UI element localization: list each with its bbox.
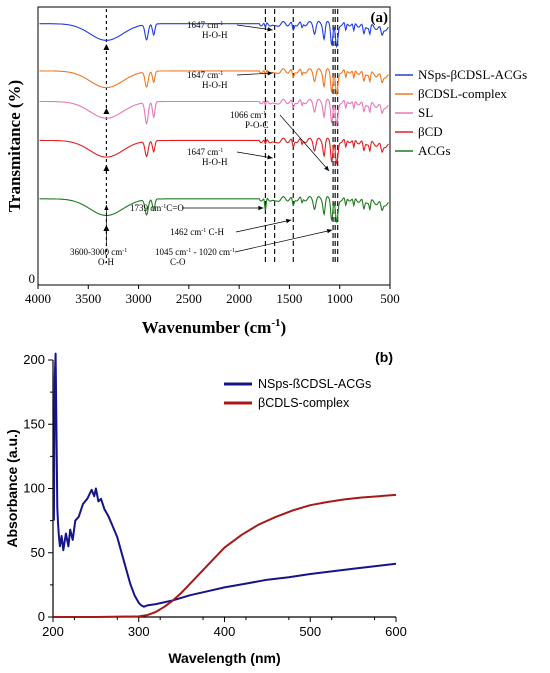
- x-tick-label-b: 600: [385, 624, 407, 639]
- annotation-arrow-a: [236, 151, 273, 159]
- x-tick-label-a: 4000: [25, 291, 51, 306]
- arrow-head-a: [324, 165, 330, 171]
- annotation-a: 1647 cm-1 H-O-H: [187, 147, 228, 167]
- y-axis-label-a: Transmitance (%): [5, 80, 24, 212]
- x-ticks-a: 4000 3500 3000 2500 2000 1500 1000 500: [25, 285, 400, 306]
- series-line-b: [53, 493, 397, 618]
- series-line-b: [52, 352, 397, 608]
- legend-label-a: βCD: [418, 124, 443, 139]
- annotation-arrow-a: [279, 114, 330, 172]
- arrow-head-a: [103, 225, 110, 231]
- annotation-arrow-a: [234, 229, 333, 253]
- x-tick-label-a: 1500: [276, 291, 302, 306]
- arrow-head-a: [104, 205, 109, 210]
- legend-label-a: SL: [418, 105, 433, 120]
- series-line-a: [39, 195, 389, 224]
- legend-label-b: NSps-ßCDSL-ACGs: [258, 377, 371, 391]
- y-tick-label-a: 0: [29, 271, 36, 286]
- arrow-head-a: [103, 108, 110, 114]
- y-tick-label-b: 100: [23, 481, 45, 496]
- y-ticks-b: 0 50 100 150 200: [23, 352, 53, 624]
- annotation-a: 1462 cm-1 C-H: [170, 227, 225, 237]
- series-group-b: [52, 352, 397, 618]
- annotation-a: 1647 cm-1 H-O-H: [187, 20, 228, 40]
- legend-label-b: βCDLS-complex: [258, 396, 350, 410]
- x-tick-label-a: 1000: [327, 291, 353, 306]
- y-tick-label-b: 50: [31, 545, 45, 560]
- panel-label-b: (b): [375, 349, 393, 365]
- x-axis-label-b: Wavelength (nm): [168, 650, 280, 666]
- annotation-a: 1647 cm-1 H-O-H: [187, 70, 228, 90]
- annotation-a: 1045 cm-1 - 1020 cm-1 C-O: [155, 247, 235, 267]
- y-tick-label-b: 200: [23, 352, 45, 367]
- arrow-head-a: [103, 44, 110, 50]
- x-axis-label-a: Wavenumber (cm-1): [142, 317, 286, 337]
- x-tick-label-b: 500: [299, 624, 321, 639]
- legend-label-a: ACGs: [418, 143, 451, 158]
- arrow-head-a: [103, 165, 110, 171]
- x-ticks-b: 200 300 400 500 600: [42, 617, 407, 639]
- series-line-a: [39, 98, 389, 127]
- legend-b: NSps-ßCDSL-ACGs βCDLS-complex: [224, 377, 371, 410]
- x-tick-label-a: 2000: [226, 291, 252, 306]
- series-line-a: [39, 20, 389, 49]
- arrow-head-a: [285, 218, 292, 224]
- series-line-a: [39, 137, 389, 166]
- panel-label-a: (a): [371, 10, 389, 26]
- series-group-a: [39, 20, 389, 224]
- annotation-a: 1066 cm-1 P-O-C: [230, 110, 269, 130]
- plot-frame-a: [37, 6, 391, 286]
- x-tick-label-a: 500: [380, 291, 400, 306]
- legend-label-a: NSps-βCDSL-ACGs: [418, 67, 527, 82]
- arrow-head-a: [258, 205, 264, 211]
- x-tick-label-b: 400: [214, 624, 236, 639]
- arrow-head-a: [267, 71, 273, 76]
- arrow-head-a: [267, 27, 273, 32]
- legend-a: NSps-βCDSL-ACGs βCDSL-complex SL βCD ACGs: [395, 67, 527, 158]
- series-line-a: [39, 68, 389, 96]
- x-tick-label-a: 3500: [75, 291, 101, 306]
- annotation-arrow-a: [236, 72, 273, 76]
- reference-lines-a: [105, 9, 339, 263]
- annotation-arrow-a: [235, 219, 292, 233]
- y-tick-label-b: 150: [23, 416, 45, 431]
- annotation-arrow-a: [236, 24, 273, 31]
- annotation-a: 1739 cm-1C=O: [130, 203, 184, 213]
- legend-label-a: βCDSL-complex: [418, 86, 507, 101]
- x-tick-label-b: 300: [128, 624, 150, 639]
- arrow-head-a: [326, 228, 333, 234]
- chart-b: 200 300 400 500 600 0 50 100 150 200 Wavelength …: [4, 349, 407, 666]
- annotation-a: 3600-3000 cm-1 O-H: [70, 247, 127, 267]
- x-tick-label-a: 2500: [176, 291, 202, 306]
- x-tick-label-b: 200: [42, 624, 64, 639]
- y-tick-label-b: 0: [38, 609, 45, 624]
- x-tick-label-a: 3000: [126, 291, 152, 306]
- arrow-head-a: [267, 155, 273, 160]
- y-axis-label-b: Absorbance (a.u.): [4, 429, 20, 547]
